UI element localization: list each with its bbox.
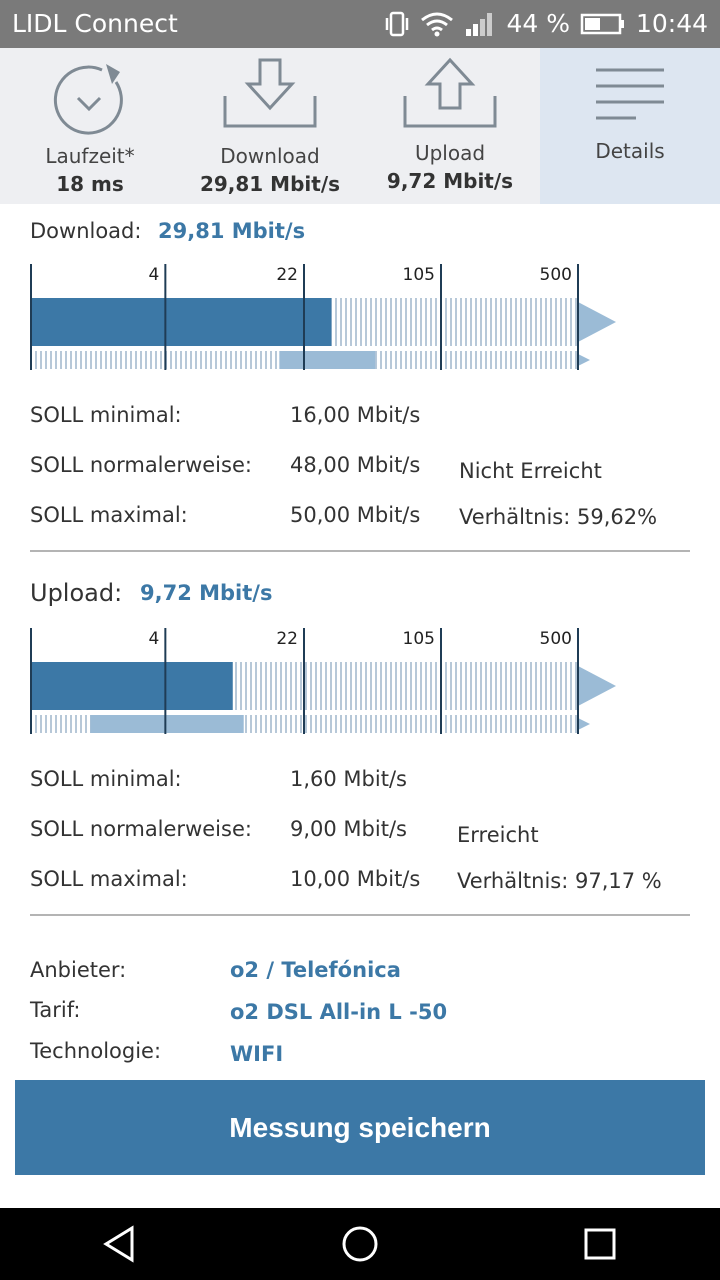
tab-download[interactable]: Download 29,81 Mbit/s	[180, 48, 360, 204]
info-tariff-label: Tarif:	[30, 998, 81, 1022]
recents-square-icon	[584, 1228, 616, 1260]
info-technology-label: Technologie:	[30, 1039, 162, 1063]
upload-measured-bar	[30, 662, 233, 710]
divider	[30, 914, 690, 916]
tab-bar: Laufzeit* 18 ms Download 29,81 Mbit/s Up…	[0, 48, 720, 204]
upload-soll-max-value: 10,00 Mbit/s	[290, 867, 421, 891]
save-measurement-button[interactable]: Messung speichern	[15, 1080, 705, 1175]
info-provider-label: Anbieter:	[30, 958, 127, 982]
menu-lines-icon	[540, 62, 720, 150]
tab-laufzeit-value: 18 ms	[56, 172, 124, 196]
tab-laufzeit[interactable]: Laufzeit* 18 ms	[0, 48, 180, 204]
upload-ratio: Verhältnis: 97,17 %	[457, 869, 662, 893]
tab-upload-value: 9,72 Mbit/s	[386, 169, 514, 193]
upload-soll-min-label: SOLL minimal:	[30, 767, 182, 791]
navigation-bar	[0, 1208, 720, 1280]
back-button[interactable]	[60, 1208, 180, 1280]
upload-soll-normal-value: 9,00 Mbit/s	[290, 817, 407, 841]
upload-soll-range-bar	[90, 715, 244, 733]
download-scale-chart: 4 22 105 500	[30, 260, 630, 375]
upload-soll-min-value: 1,60 Mbit/s	[290, 767, 407, 791]
download-soll-normal-label: SOLL normalerweise:	[30, 453, 252, 477]
download-measured-bar	[30, 298, 332, 346]
upload-arrow-head-small	[578, 718, 590, 730]
upload-tick-label: 22	[276, 629, 298, 649]
upload-arrow-head	[578, 666, 616, 706]
download-arrow-head-small	[578, 354, 590, 366]
upload-scale-chart: 4 22 105 500	[30, 624, 630, 739]
status-app-name: LIDL Connect	[12, 9, 178, 38]
back-triangle-icon	[103, 1225, 134, 1263]
upload-tick-label: 4	[149, 629, 160, 649]
status-time: 10:44	[635, 9, 708, 38]
vibrate-icon	[384, 10, 410, 38]
home-button[interactable]	[300, 1208, 420, 1280]
download-soll-max-value: 50,00 Mbit/s	[290, 503, 421, 527]
signal-icon	[464, 11, 496, 37]
recents-button[interactable]	[540, 1208, 660, 1280]
battery-percent: 44 %	[506, 9, 570, 38]
download-soll-min-value: 16,00 Mbit/s	[290, 403, 421, 427]
divider	[30, 550, 690, 552]
download-icon	[180, 56, 360, 144]
download-speed: 29,81 Mbit/s	[158, 219, 306, 243]
battery-icon	[580, 12, 626, 36]
upload-soll-max-label: SOLL maximal:	[30, 867, 188, 891]
download-tick-label: 500	[540, 265, 572, 285]
download-ratio: Verhältnis: 59,62%	[459, 505, 658, 529]
wifi-icon	[420, 11, 454, 37]
upload-status: Erreicht	[457, 823, 539, 847]
status-bar: LIDL Connect 44 % 10:44	[0, 0, 720, 48]
download-arrow-head	[578, 302, 616, 342]
home-circle-icon	[342, 1226, 378, 1262]
download-title: Download:	[30, 219, 142, 243]
tab-details-label: Details	[595, 139, 665, 163]
download-soll-range-bar	[279, 351, 376, 369]
upload-speed: 9,72 Mbit/s	[140, 581, 273, 605]
info-technology-value: WIFI	[230, 1042, 284, 1066]
upload-tick-label: 500	[540, 629, 572, 649]
info-provider-value: o2 / Telefónica	[230, 958, 401, 982]
download-tick-label: 105	[403, 265, 435, 285]
tab-download-label: Download	[220, 144, 320, 168]
download-tick-label: 22	[276, 265, 298, 285]
upload-icon	[360, 56, 540, 144]
tab-laufzeit-label: Laufzeit*	[45, 144, 135, 168]
download-soll-max-label: SOLL maximal:	[30, 503, 188, 527]
info-tariff-value: o2 DSL All-in L -50	[230, 1000, 448, 1024]
upload-soll-normal-label: SOLL normalerweise:	[30, 817, 252, 841]
tab-upload[interactable]: Upload 9,72 Mbit/s	[360, 48, 540, 204]
download-status: Nicht Erreicht	[459, 459, 602, 483]
timer-icon	[0, 56, 180, 144]
download-tick-label: 4	[149, 265, 160, 285]
upload-tick-label: 105	[403, 629, 435, 649]
tab-upload-label: Upload	[414, 141, 486, 165]
download-soll-normal-value: 48,00 Mbit/s	[290, 453, 421, 477]
tab-download-value: 29,81 Mbit/s	[199, 172, 341, 196]
download-soll-min-label: SOLL minimal:	[30, 403, 182, 427]
upload-title: Upload:	[30, 579, 123, 607]
tab-details[interactable]: Details	[540, 48, 720, 204]
